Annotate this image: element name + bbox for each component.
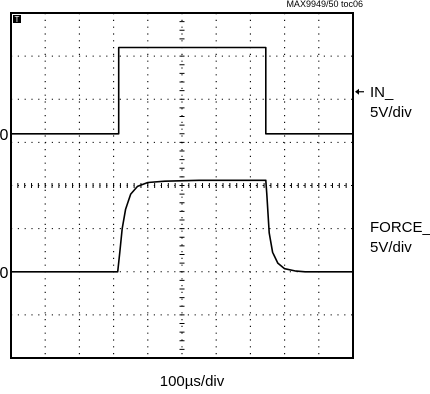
graticule-frame: [10, 12, 354, 359]
channel-scale: 5V/div: [370, 239, 412, 256]
figure-id: MAX9949/50 toc06: [286, 0, 363, 9]
trigger-marker: [13, 15, 21, 23]
ground-label: 0: [0, 265, 9, 282]
traces: [11, 46, 353, 273]
channel-scale: 5V/div: [370, 104, 412, 121]
trace-force: [11, 179, 353, 273]
trace-in: [11, 46, 353, 135]
channel-arrow-head: [355, 88, 359, 95]
channel-name: FORCE_: [370, 219, 430, 236]
trigger-marker-label: T: [15, 15, 20, 24]
channel-name: IN_: [370, 84, 394, 101]
ground-label: 0: [0, 127, 9, 144]
graticule: T: [10, 12, 354, 359]
x-scale-label: 100µs/div: [160, 373, 225, 390]
channel-labels: 0 IN_ 5V/div 0 FORCE_ 5V/div: [0, 84, 430, 282]
